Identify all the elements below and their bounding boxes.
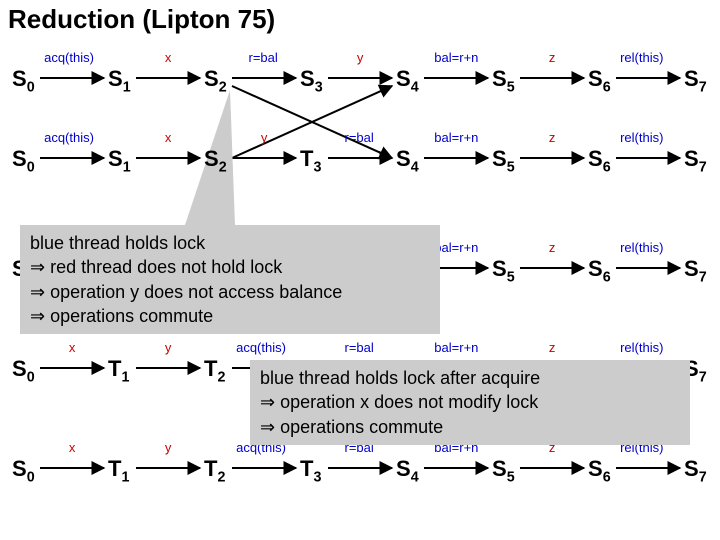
state-S7: S7 [684,456,707,485]
state-S0: S0 [12,456,35,485]
state-T1: T1 [108,356,129,385]
edge-label: r=bal [345,130,374,145]
callout-1: blue thread holds lock after acquire⇒ op… [250,360,690,445]
edge-label: x [165,50,172,65]
edge-label: y [357,50,364,65]
edge-label: y [165,440,172,455]
state-S4: S4 [396,456,419,485]
state-S6: S6 [588,256,611,285]
state-S4: S4 [396,146,419,175]
state-S6: S6 [588,456,611,485]
state-T3: T3 [300,456,321,485]
edge-label: z [549,240,556,255]
state-S6: S6 [588,66,611,95]
state-S2: S2 [204,146,227,175]
edge-label: rel(this) [620,130,663,145]
edge-label: acq(this) [236,340,286,355]
callout-line: ⇒ operations commute [260,415,680,439]
edge-label: acq(this) [44,130,94,145]
state-S7: S7 [684,146,707,175]
state-S0: S0 [12,146,35,175]
state-T2: T2 [204,456,225,485]
callout-line: ⇒ operation y does not access balance [30,280,430,304]
callout-line: blue thread holds lock after acquire [260,366,680,390]
edge-label: z [549,50,556,65]
state-S5: S5 [492,66,515,95]
state-S6: S6 [588,146,611,175]
state-S5: S5 [492,456,515,485]
edge-label: z [549,130,556,145]
state-S2: S2 [204,66,227,95]
callout-line: ⇒ operations commute [30,304,430,328]
state-S4: S4 [396,66,419,95]
edge-label: r=bal [249,50,278,65]
state-S0: S0 [12,66,35,95]
edge-label: r=bal [345,340,374,355]
edge-label: bal=r+n [434,240,478,255]
edge-label: rel(this) [620,240,663,255]
edge-label: rel(this) [620,50,663,65]
state-S1: S1 [108,146,131,175]
callout-line: blue thread holds lock [30,231,430,255]
state-S0: S0 [12,356,35,385]
edge-label: y [165,340,172,355]
state-T2: T2 [204,356,225,385]
page-title: Reduction (Lipton 75) [8,4,275,35]
edge-label: bal=r+n [434,130,478,145]
edge-label: y [261,130,268,145]
callout-line: ⇒ red thread does not hold lock [30,255,430,279]
edge-label: x [69,440,76,455]
edge-label: bal=r+n [434,50,478,65]
edge-label: x [69,340,76,355]
state-S5: S5 [492,146,515,175]
edge-label: bal=r+n [434,340,478,355]
edge-label: acq(this) [44,50,94,65]
edge-label: rel(this) [620,340,663,355]
callout-0: blue thread holds lock⇒ red thread does … [20,225,440,334]
state-T1: T1 [108,456,129,485]
state-S1: S1 [108,66,131,95]
state-T3: T3 [300,146,321,175]
edge-label: x [165,130,172,145]
state-S3: S3 [300,66,323,95]
edge-label: z [549,340,556,355]
state-S5: S5 [492,256,515,285]
state-S7: S7 [684,66,707,95]
state-S7: S7 [684,256,707,285]
callout-line: ⇒ operation x does not modify lock [260,390,680,414]
